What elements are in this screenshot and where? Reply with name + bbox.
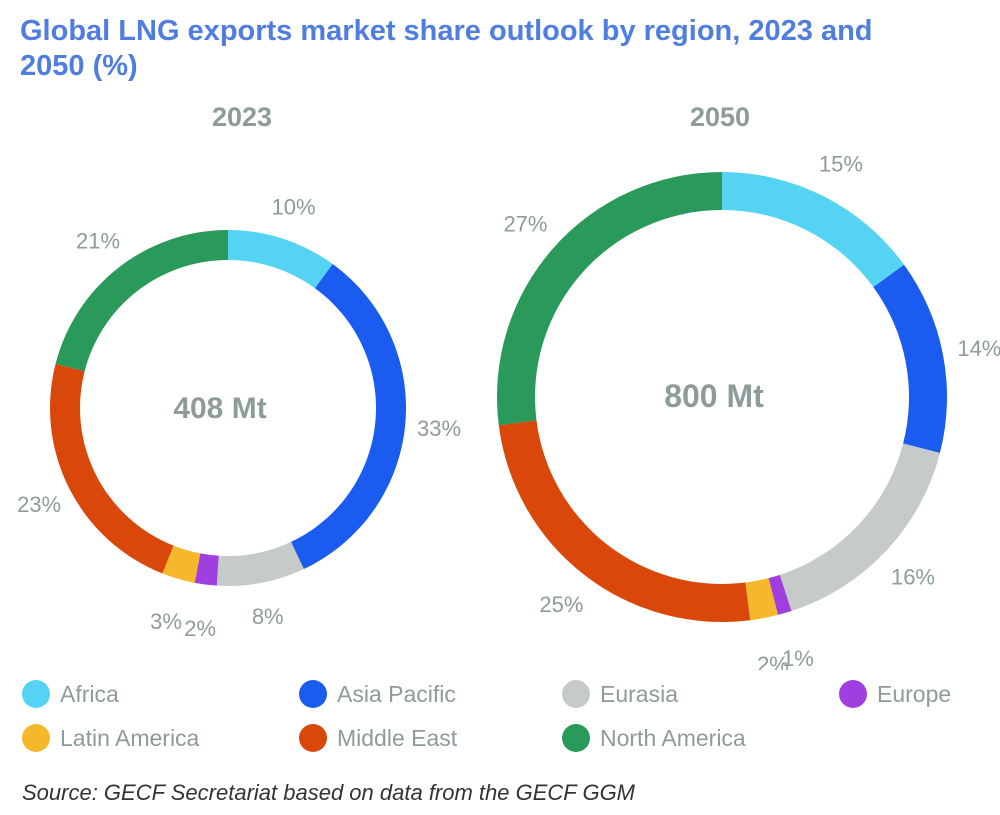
slice-2023-north-america [55,230,229,372]
data-label: 1% [782,646,814,670]
legend-label: Eurasia [600,680,678,707]
legend-label: North America [600,724,746,751]
legend-label: Europe [877,680,952,707]
legend-swatch [562,680,590,708]
data-label: 15% [819,152,863,177]
slice-2023-eurasia [216,541,304,586]
legend-label: Latin America [60,724,200,751]
slice-2050-middle-east [498,420,751,622]
legend-label: Asia Pacific [337,680,456,707]
legend-item: Europe [839,680,951,708]
slice-2050-eurasia [779,443,940,611]
data-label: 16% [891,564,935,589]
legend-item: North America [562,724,746,752]
data-label: 33% [417,416,461,441]
legend-swatch [299,724,327,752]
chart-2023-title: 2023 [211,102,273,132]
legend-item: Asia Pacific [299,680,456,708]
legend-swatch [22,680,50,708]
slice-2023-europe [194,553,219,586]
legend-label: Middle East [337,724,458,751]
data-label: 25% [539,592,583,617]
slice-2050-africa [722,172,905,288]
slice-2023-latin-america [162,545,201,583]
legend-item: Middle East [299,724,457,752]
slice-2023-africa [228,230,333,289]
legend-swatch [22,724,50,752]
data-label: 27% [503,212,547,237]
legend-swatch [299,680,327,708]
data-label: 2% [184,616,216,641]
legend-swatch [562,724,590,752]
data-label: 14% [957,336,1000,361]
chart-title: Global LNG exports market share outlook … [20,15,873,82]
data-label: 8% [252,604,284,629]
slice-2023-middle-east [49,363,174,574]
chart-2050-title: 2050 [689,102,751,132]
center-label: 800 Mt [664,378,764,414]
legend-item: Eurasia [562,680,678,708]
slice-2050-latin-america [745,578,778,621]
data-label: 23% [17,492,61,517]
slice-2050-north-america [497,172,722,426]
slice-2050-europe [768,574,792,615]
source-note: Source: GECF Secretariat based on data f… [22,780,636,805]
data-label: 2% [757,652,789,670]
legend-item: Africa [22,680,119,708]
donut-charts: 10%33%8%2%3%23%21%408 Mt15%14%16%1%2%25%… [17,152,1000,670]
slice-2023-asia-pacific [291,263,406,570]
data-label: 3% [150,609,182,634]
data-label: 10% [271,194,315,219]
slice-2050-asia-pacific [873,264,947,453]
center-label: 408 Mt [173,392,266,425]
legend-swatch [839,680,867,708]
legend-item: Latin America [22,724,199,752]
legend-label: Africa [60,680,119,707]
data-label: 21% [76,228,120,253]
